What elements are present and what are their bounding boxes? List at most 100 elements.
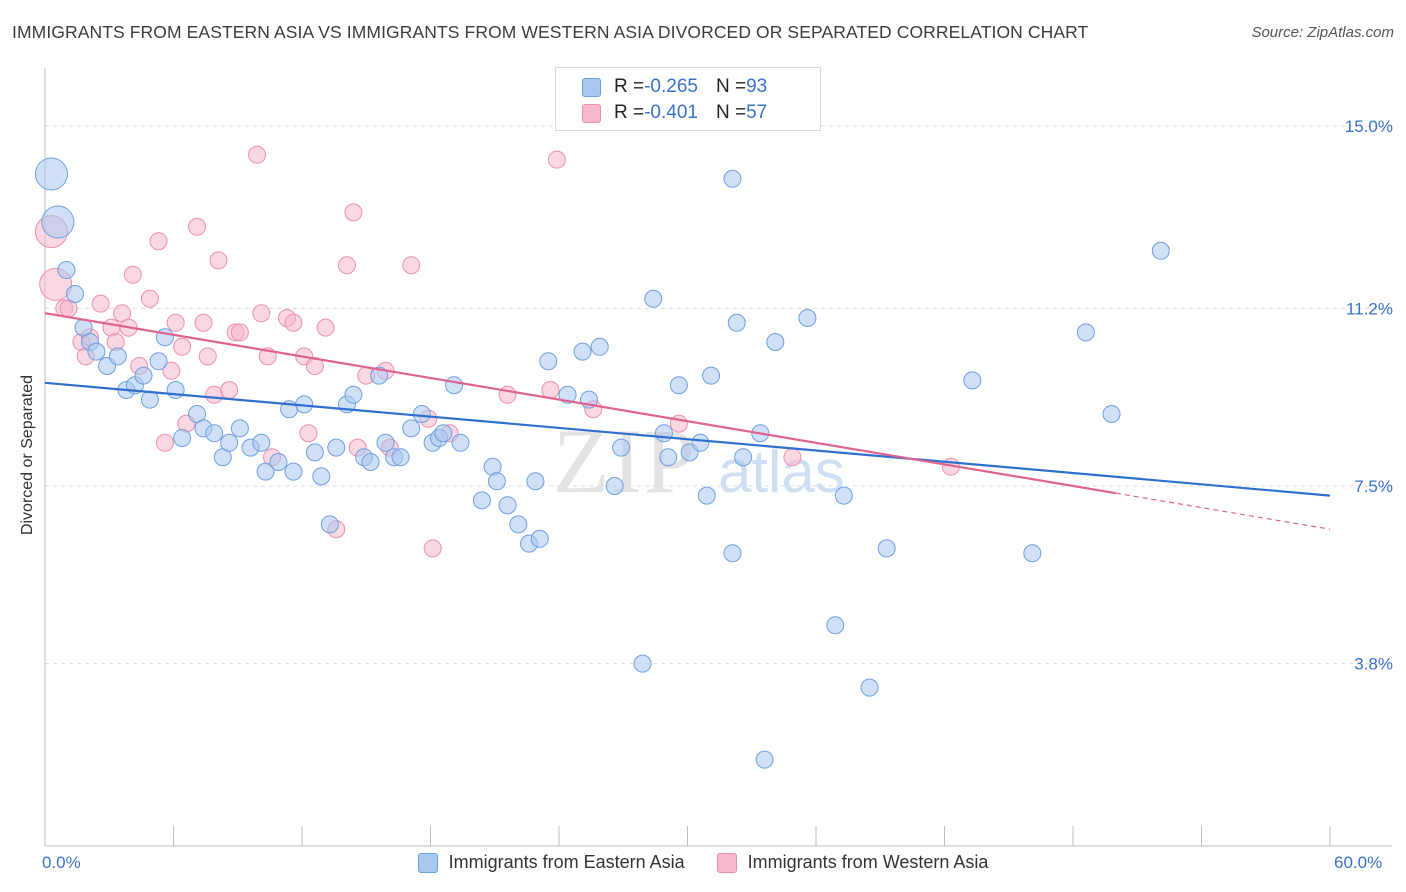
stats-legend-row-eastern: R = -0.265 N = 93: [582, 75, 767, 99]
data-point-eastern-asia: [344, 385, 363, 404]
stats-legend-row-western: R = -0.401 N = 57: [582, 101, 767, 125]
data-point-eastern-asia: [1023, 544, 1042, 563]
legend-item-eastern-asia[interactable]: Immigrants from Eastern Asia: [417, 852, 685, 873]
r-value: -0.265: [644, 76, 698, 97]
data-point-eastern-asia: [312, 467, 331, 486]
data-point-eastern-asia: [205, 424, 224, 443]
data-point-eastern-asia: [834, 486, 853, 505]
data-point-eastern-asia: [669, 376, 688, 395]
data-point-eastern-asia: [134, 366, 153, 385]
data-point-eastern-asia: [87, 342, 106, 361]
data-point-eastern-asia: [526, 472, 545, 491]
legend-swatch-pink: [716, 852, 737, 873]
data-point-eastern-asia: [826, 616, 845, 635]
data-point-eastern-asia: [605, 477, 624, 495]
data-point-western-asia: [252, 304, 271, 323]
data-point-eastern-asia: [723, 169, 742, 188]
y-tick-label: 7.5%: [1354, 477, 1393, 496]
legend-label: Immigrants from Western Asia: [747, 852, 989, 872]
data-point-eastern-asia: [269, 453, 288, 471]
data-point-western-asia: [155, 433, 174, 452]
y-tick-labels: 3.8% 7.5% 11.2% 15.0%: [1345, 117, 1393, 674]
data-point-eastern-asia: [755, 750, 774, 769]
data-point-eastern-asia: [691, 433, 710, 452]
watermark-atlas: atlas: [718, 438, 845, 505]
data-point-western-asia: [209, 251, 228, 270]
data-point-eastern-asia: [108, 347, 127, 366]
data-point-eastern-asia: [376, 433, 395, 452]
trend-line-eastern-asia: [44, 381, 1331, 497]
data-point-eastern-asia: [558, 385, 577, 404]
data-point-eastern-asia: [320, 515, 339, 534]
data-point-western-asia: [541, 381, 560, 399]
trend-line-western-asia-extension: [1115, 492, 1331, 530]
data-point-eastern-asia: [612, 438, 631, 457]
source-label: Source: ZipAtlas.com: [1251, 24, 1394, 41]
legend-item-western-asia[interactable]: Immigrants from Western Asia: [716, 852, 989, 873]
data-point-eastern-asia: [230, 419, 249, 438]
data-point-eastern-asia: [220, 433, 239, 452]
y-tick-label: 3.8%: [1354, 655, 1393, 674]
y-tick-label: 11.2%: [1346, 299, 1393, 318]
data-point-eastern-asia: [1151, 241, 1170, 260]
gridlines: [45, 125, 1392, 665]
data-point-eastern-asia: [644, 289, 663, 308]
data-point-eastern-asia: [766, 333, 785, 351]
r-value: -0.401: [644, 102, 698, 123]
data-point-eastern-asia: [697, 486, 716, 505]
data-point-eastern-asia: [370, 366, 389, 385]
data-point-eastern-asia: [57, 261, 76, 279]
data-point-eastern-asia: [65, 285, 84, 303]
data-point-western-asia: [140, 289, 159, 308]
data-point-eastern-asia: [723, 544, 742, 563]
data-point-eastern-asia: [734, 448, 753, 467]
data-point-eastern-asia: [451, 433, 470, 452]
data-point-eastern-asia: [573, 342, 592, 361]
data-point-eastern-asia: [590, 337, 609, 356]
data-point-eastern-asia: [1076, 323, 1095, 342]
data-point-western-asia: [402, 256, 421, 275]
data-point-eastern-asia: [327, 438, 346, 457]
legend-label: Immigrants from Eastern Asia: [448, 852, 685, 872]
trend-lines: [44, 312, 1331, 530]
data-point-eastern-asia: [654, 424, 673, 443]
data-point-western-asia: [284, 313, 303, 332]
data-point-eastern-asia: [860, 678, 879, 697]
n-value: 93: [746, 76, 768, 97]
data-point-eastern-asia: [472, 491, 491, 510]
data-point-eastern-asia: [1102, 405, 1121, 423]
data-point-western-asia: [248, 145, 267, 164]
data-point-eastern-asia: [391, 448, 410, 467]
data-point-eastern-asia: [539, 352, 558, 371]
data-point-eastern-asia: [487, 472, 506, 491]
data-point-western-asia: [173, 337, 192, 356]
data-point-eastern-asia: [498, 496, 517, 515]
x-tick-label-min: 0.0%: [42, 853, 81, 872]
x-tick-label-max: 60.0%: [1334, 853, 1383, 872]
data-point-western-asia: [230, 323, 249, 342]
data-point-western-asia: [783, 448, 802, 467]
r-label: R =: [614, 76, 645, 97]
data-point-western-asia: [149, 232, 168, 251]
data-point-western-asia: [91, 294, 110, 313]
axes: [44, 68, 1392, 847]
data-point-eastern-asia: [727, 313, 746, 332]
data-point-western-asia: [337, 256, 356, 275]
data-point-western-asia: [166, 313, 185, 332]
data-point-eastern-asia: [412, 405, 431, 423]
data-point-western-asia: [188, 217, 207, 236]
data-point-eastern-asia: [434, 424, 453, 443]
y-tick-label: 15.0%: [1345, 117, 1393, 136]
data-point-eastern-asia: [284, 462, 303, 481]
n-label: N =: [715, 102, 747, 123]
data-point-eastern-asia: [445, 376, 464, 395]
data-point-eastern-asia: [140, 390, 159, 409]
data-point-eastern-asia: [509, 515, 528, 534]
legend-swatch-blue: [417, 852, 438, 873]
data-point-eastern-asia: [963, 371, 982, 390]
data-point-western-asia: [423, 539, 442, 558]
data-point-eastern-asia: [798, 309, 817, 327]
data-point-western-asia: [162, 361, 181, 380]
data-point-western-asia: [198, 347, 217, 366]
data-point-eastern-asia: [877, 539, 896, 558]
